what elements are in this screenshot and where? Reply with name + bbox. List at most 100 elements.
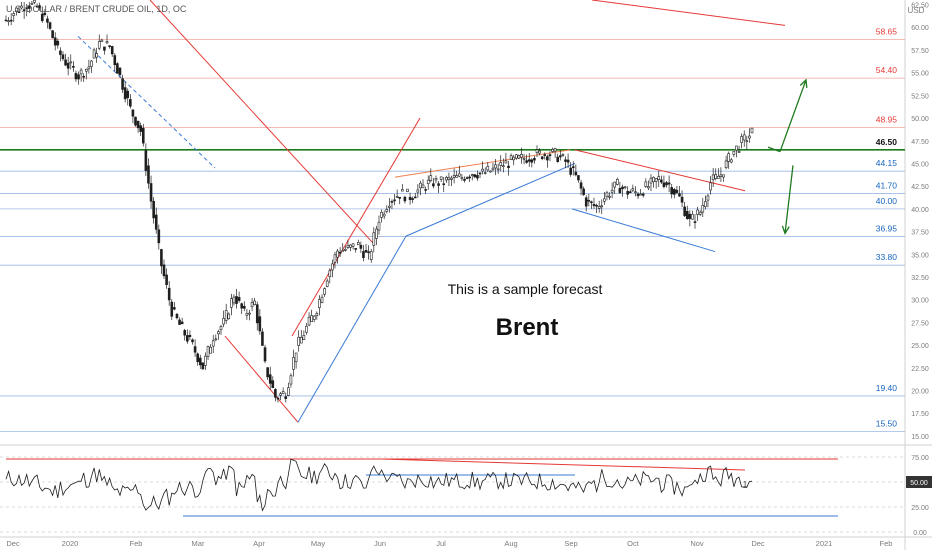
candle-body — [105, 41, 109, 44]
time-tick-label: Mar — [192, 539, 205, 548]
candle-body — [214, 338, 218, 341]
candle-body — [714, 174, 718, 179]
arrow-hook — [767, 146, 781, 153]
time-tick-label: Aug — [504, 539, 517, 548]
candle-body — [92, 49, 96, 59]
candle-body — [388, 205, 391, 208]
candle-body — [610, 189, 614, 193]
candle-body — [525, 160, 528, 163]
time-tick-label: Apr — [253, 539, 265, 548]
candle-body — [170, 301, 174, 317]
price-tick-label: 25.00 — [911, 343, 929, 350]
candle-body — [359, 244, 363, 249]
candle-body — [566, 159, 570, 163]
candle-body — [618, 188, 622, 194]
candle-body — [4, 19, 8, 22]
candle-body — [108, 45, 111, 47]
candle-body — [84, 69, 88, 72]
candle-body — [709, 182, 712, 191]
candle-body — [457, 173, 461, 177]
candle-body — [315, 313, 319, 316]
candle-body — [320, 296, 324, 303]
currency-label: USD — [908, 6, 925, 15]
candle-body — [79, 69, 83, 75]
falling-resistance-line — [574, 149, 746, 192]
candle-body — [564, 159, 567, 162]
bearish-arrow-shaft — [784, 165, 794, 234]
time-tick-label: Jul — [436, 539, 446, 548]
candle-body — [660, 179, 663, 183]
candle-body — [43, 12, 47, 15]
price-tick-label: 35.00 — [911, 252, 929, 259]
time-tick-label: Sep — [564, 539, 577, 548]
candle-body — [206, 346, 210, 357]
candle-body — [59, 50, 62, 55]
time-tick-label: Feb — [130, 539, 143, 548]
level-label: 33.80 — [876, 252, 898, 262]
candle-body — [473, 174, 477, 178]
candle-body — [678, 193, 681, 197]
candle-body — [38, 5, 41, 9]
candle-body — [711, 174, 715, 181]
symbol-title: U.S. DOLLAR / BRENT CRUDE OIL, 1D, OC — [6, 4, 187, 14]
candle-body — [421, 184, 425, 189]
candle-body — [250, 301, 254, 308]
candle-body — [732, 151, 736, 155]
candle-body — [258, 316, 262, 332]
candle-body — [494, 164, 497, 169]
level-label: 36.95 — [876, 224, 898, 234]
candle-body — [652, 176, 655, 183]
candle-body — [639, 193, 642, 196]
candle-body — [512, 156, 515, 161]
candle-body — [748, 135, 751, 139]
price-tick-label: 42.50 — [911, 184, 929, 191]
candle-body — [468, 176, 471, 179]
candle-body — [149, 183, 153, 202]
candle-body — [369, 251, 373, 260]
time-tick-label: Dec — [751, 539, 765, 548]
down-trendline — [149, 0, 376, 246]
candle-body — [385, 209, 389, 212]
candle-body — [553, 148, 557, 152]
candle-body — [559, 155, 562, 158]
candle-body — [540, 156, 544, 160]
candle-body — [307, 316, 311, 326]
candle-body — [204, 355, 207, 366]
candle-body — [40, 13, 44, 22]
candle-body — [470, 174, 474, 176]
candle-body — [577, 175, 580, 181]
candle-body — [230, 298, 233, 308]
crash-wedge-line — [224, 335, 299, 423]
candle-body — [72, 66, 75, 68]
candle-body — [134, 116, 137, 126]
candle-body — [333, 254, 337, 263]
candle-body — [504, 160, 508, 164]
candle-body — [162, 264, 166, 277]
level-label: 58.65 — [876, 27, 898, 37]
long-resistance-line — [591, 0, 786, 26]
candle-body — [432, 183, 435, 187]
candle-body — [110, 46, 114, 55]
candle-body — [546, 156, 549, 161]
candle-body — [439, 176, 443, 180]
candle-body — [445, 177, 448, 181]
price-tick-label: 20.00 — [911, 389, 929, 396]
candle-body — [69, 61, 73, 64]
candle-body — [447, 176, 451, 180]
candle-body — [95, 53, 98, 58]
candle-body — [53, 37, 57, 46]
candle-body — [595, 204, 598, 207]
candle-body — [413, 196, 417, 199]
candle-body — [196, 353, 199, 363]
candle-body — [401, 189, 404, 192]
candle-body — [556, 156, 560, 162]
osc-series-line — [5, 458, 753, 512]
candle-body — [121, 78, 124, 90]
level-label: 19.40 — [876, 383, 898, 393]
candle-body — [486, 166, 490, 171]
candle-body — [338, 251, 342, 254]
candle-body — [227, 313, 231, 319]
candle-body — [683, 206, 686, 217]
